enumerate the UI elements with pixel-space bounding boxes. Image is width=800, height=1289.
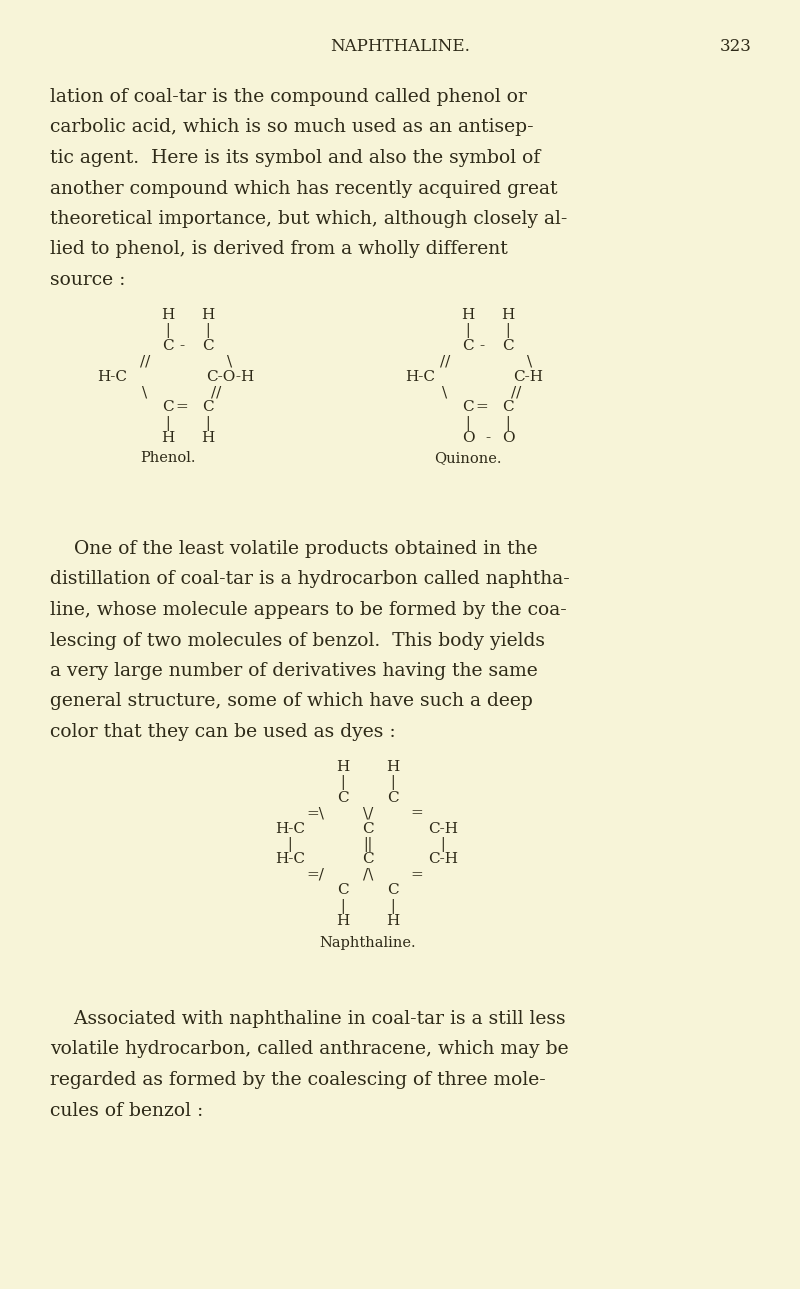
Text: |: | [206, 416, 210, 431]
Text: |: | [506, 324, 510, 339]
Text: \: \ [227, 354, 233, 369]
Text: C: C [162, 401, 174, 414]
Text: carbolic acid, which is so much used as an antisep-: carbolic acid, which is so much used as … [50, 119, 534, 137]
Text: O: O [502, 432, 514, 445]
Text: |: | [506, 416, 510, 431]
Text: another compound which has recently acquired great: another compound which has recently acqu… [50, 179, 558, 197]
Text: H-C: H-C [275, 821, 305, 835]
Text: //: // [211, 385, 221, 400]
Text: Phenol.: Phenol. [140, 451, 196, 465]
Text: |: | [390, 776, 395, 790]
Text: =: = [410, 867, 423, 882]
Text: C-H: C-H [513, 370, 543, 384]
Text: C-O-H: C-O-H [206, 370, 254, 384]
Text: -: - [179, 339, 185, 353]
Text: \: \ [442, 385, 447, 400]
Text: \: \ [527, 354, 533, 369]
Text: H: H [462, 308, 474, 322]
Text: /\: /\ [363, 867, 373, 882]
Text: H: H [162, 308, 174, 322]
Text: line, whose molecule appears to be formed by the coa-: line, whose molecule appears to be forme… [50, 601, 566, 619]
Text: NAPHTHALINE.: NAPHTHALINE. [330, 37, 470, 55]
Text: a very large number of derivatives having the same: a very large number of derivatives havin… [50, 663, 538, 681]
Text: color that they can be used as dyes :: color that they can be used as dyes : [50, 723, 396, 741]
Text: |: | [166, 324, 170, 339]
Text: H-C: H-C [97, 370, 127, 384]
Text: cules of benzol :: cules of benzol : [50, 1102, 203, 1120]
Text: distillation of coal-tar is a hydrocarbon called naphtha-: distillation of coal-tar is a hydrocarbo… [50, 571, 570, 589]
Text: H: H [202, 432, 214, 445]
Text: |: | [341, 898, 346, 914]
Text: |: | [206, 324, 210, 339]
Text: |: | [288, 837, 292, 852]
Text: C: C [462, 339, 474, 353]
Text: C: C [502, 401, 514, 414]
Text: C: C [387, 790, 399, 804]
Text: -: - [486, 432, 490, 445]
Text: H-C: H-C [405, 370, 435, 384]
Text: H: H [336, 761, 350, 773]
Text: C: C [202, 339, 214, 353]
Text: C: C [337, 790, 349, 804]
Text: C: C [202, 401, 214, 414]
Text: |: | [166, 416, 170, 431]
Text: source :: source : [50, 271, 126, 289]
Text: 323: 323 [720, 37, 752, 55]
Text: =: = [176, 401, 188, 414]
Text: //: // [440, 354, 450, 369]
Text: C-H: C-H [428, 821, 458, 835]
Text: C: C [387, 883, 399, 897]
Text: H: H [386, 761, 400, 773]
Text: =: = [476, 401, 488, 414]
Text: =/: =/ [306, 867, 324, 882]
Text: H-C: H-C [275, 852, 305, 866]
Text: lied to phenol, is derived from a wholly different: lied to phenol, is derived from a wholly… [50, 241, 508, 259]
Text: C: C [162, 339, 174, 353]
Text: //: // [511, 385, 521, 400]
Text: H: H [162, 432, 174, 445]
Text: O: O [462, 432, 474, 445]
Text: //: // [140, 354, 150, 369]
Text: C: C [462, 401, 474, 414]
Text: Naphthaline.: Naphthaline. [320, 936, 416, 950]
Text: -: - [479, 339, 485, 353]
Text: lation of coal-tar is the compound called phenol or: lation of coal-tar is the compound calle… [50, 88, 527, 106]
Text: C-H: C-H [428, 852, 458, 866]
Text: |: | [441, 837, 446, 852]
Text: general structure, some of which have such a deep: general structure, some of which have su… [50, 692, 533, 710]
Text: C: C [362, 821, 374, 835]
Text: lescing of two molecules of benzol.  This body yields: lescing of two molecules of benzol. This… [50, 632, 545, 650]
Text: \/: \/ [363, 806, 373, 820]
Text: C: C [362, 852, 374, 866]
Text: \: \ [142, 385, 147, 400]
Text: regarded as formed by the coalescing of three mole-: regarded as formed by the coalescing of … [50, 1071, 546, 1089]
Text: ||: || [363, 837, 373, 852]
Text: H: H [202, 308, 214, 322]
Text: Quinone.: Quinone. [434, 451, 502, 465]
Text: |: | [466, 324, 470, 339]
Text: tic agent.  Here is its symbol and also the symbol of: tic agent. Here is its symbol and also t… [50, 150, 540, 168]
Text: Associated with naphthaline in coal-tar is a still less: Associated with naphthaline in coal-tar … [50, 1011, 566, 1029]
Text: |: | [466, 416, 470, 431]
Text: C: C [337, 883, 349, 897]
Text: C: C [502, 339, 514, 353]
Text: theoretical importance, but which, although closely al-: theoretical importance, but which, altho… [50, 210, 567, 228]
Text: |: | [390, 898, 395, 914]
Text: =: = [410, 806, 423, 820]
Text: One of the least volatile products obtained in the: One of the least volatile products obtai… [50, 540, 538, 558]
Text: H: H [386, 914, 400, 928]
Text: H: H [502, 308, 514, 322]
Text: H: H [336, 914, 350, 928]
Text: |: | [341, 776, 346, 790]
Text: =\: =\ [306, 806, 324, 820]
Text: volatile hydrocarbon, called anthracene, which may be: volatile hydrocarbon, called anthracene,… [50, 1040, 569, 1058]
